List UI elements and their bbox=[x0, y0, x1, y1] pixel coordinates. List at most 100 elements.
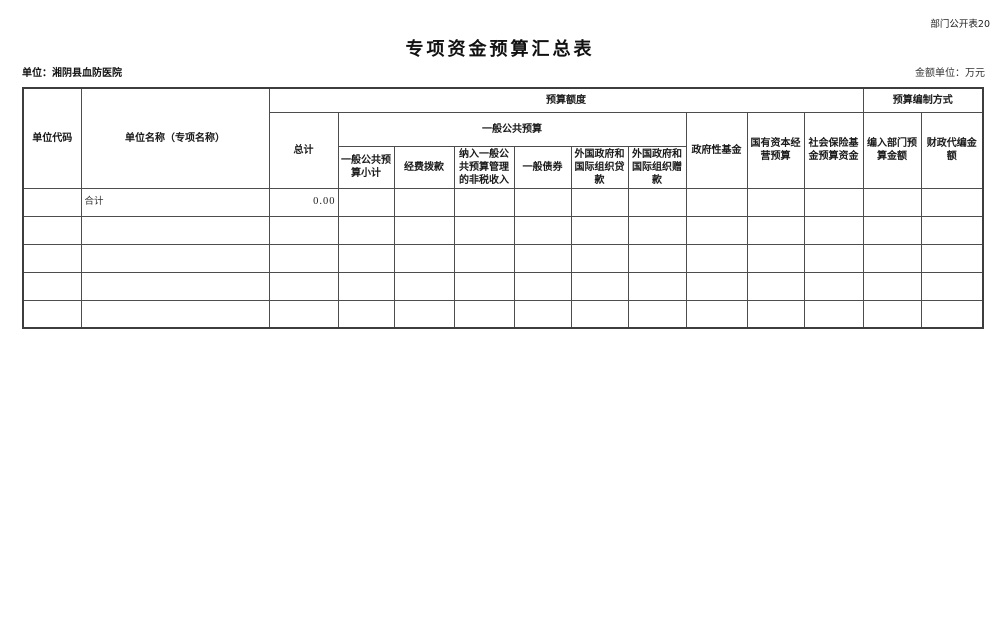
table-row bbox=[22, 215, 984, 245]
table-cell bbox=[337, 243, 395, 273]
header-row-2: 总计 一般公共预算 政府性基金 国有资本经营预算 社会保险基金预算资金 编入部门… bbox=[23, 111, 984, 189]
table-cell bbox=[393, 215, 455, 245]
table-cell bbox=[393, 299, 455, 329]
table-cell bbox=[862, 187, 922, 217]
col-header-budget-method: 预算编制方式 bbox=[862, 87, 984, 113]
table-cell bbox=[393, 271, 455, 301]
table-cell bbox=[685, 215, 748, 245]
table-cell bbox=[570, 243, 629, 273]
amount-unit-label: 金额单位：万元 bbox=[915, 68, 985, 79]
table-row bbox=[22, 271, 984, 301]
table-cell bbox=[570, 299, 629, 329]
corner-table-number: 部门公开表20 bbox=[930, 19, 990, 30]
header-row-3: 一般公共预算小计 经费拨款 纳入一般公共预算管理的非税收入 一般债券 外国政府和… bbox=[23, 145, 983, 189]
col-header-budget-quota: 预算额度 bbox=[268, 87, 864, 113]
table-cell bbox=[80, 299, 270, 329]
table-body: 合计 0.00 bbox=[22, 187, 984, 329]
table-cell bbox=[453, 271, 515, 301]
table-cell bbox=[685, 299, 748, 329]
table-cell bbox=[627, 187, 687, 217]
col-header-general-bond: 一般债券 bbox=[513, 145, 572, 189]
col-header-government-fund: 政府性基金 bbox=[685, 111, 748, 189]
table-cell bbox=[268, 299, 339, 329]
table-cell bbox=[22, 299, 82, 329]
table-cell bbox=[920, 187, 984, 217]
table-cell bbox=[22, 243, 82, 273]
table-cell bbox=[627, 271, 687, 301]
header-row-1: 单位代码 单位名称（专项名称） 预算额度 预算编制方式 bbox=[22, 87, 984, 189]
table-cell bbox=[453, 243, 515, 273]
table-cell: 0.00 bbox=[268, 187, 339, 217]
unit-label: 单位：湘阴县血防医院 bbox=[22, 68, 122, 79]
table-cell: 合计 bbox=[80, 187, 270, 217]
table-cell bbox=[862, 299, 922, 329]
table-cell bbox=[268, 215, 339, 245]
table-cell bbox=[570, 215, 629, 245]
table-row bbox=[22, 299, 984, 329]
table-cell bbox=[513, 187, 572, 217]
table-cell bbox=[803, 271, 864, 301]
col-header-fiscal-agency-amount: 财政代编金额 bbox=[920, 111, 984, 189]
table-cell bbox=[337, 215, 395, 245]
table-cell bbox=[920, 243, 984, 273]
table-cell bbox=[453, 187, 515, 217]
table-row: 合计 0.00 bbox=[22, 187, 984, 217]
table-cell bbox=[268, 243, 339, 273]
table-cell bbox=[862, 271, 922, 301]
table-cell bbox=[453, 299, 515, 329]
table-cell bbox=[685, 187, 748, 217]
table-cell bbox=[746, 299, 805, 329]
table-header: 单位代码 单位名称（专项名称） 预算额度 预算编制方式 总计 一般公共预算 政府… bbox=[22, 87, 984, 189]
table-cell bbox=[862, 215, 922, 245]
table-cell bbox=[570, 271, 629, 301]
table-cell bbox=[22, 271, 82, 301]
table-cell bbox=[685, 243, 748, 273]
col-header-state-capital: 国有资本经营预算 bbox=[746, 111, 805, 189]
table-cell bbox=[920, 215, 984, 245]
table-cell bbox=[513, 299, 572, 329]
col-header-unit-name: 单位名称（专项名称） bbox=[80, 87, 270, 189]
col-header-gpb-subtotal: 一般公共预算小计 bbox=[337, 145, 395, 189]
table-cell bbox=[920, 271, 984, 301]
table-cell bbox=[803, 243, 864, 273]
table-cell bbox=[393, 243, 455, 273]
table-cell bbox=[803, 215, 864, 245]
col-header-total: 总计 bbox=[268, 111, 339, 189]
table-cell bbox=[685, 271, 748, 301]
table-cell bbox=[513, 271, 572, 301]
table-cell bbox=[746, 243, 805, 273]
table-cell bbox=[22, 187, 82, 217]
table-cell bbox=[746, 215, 805, 245]
col-header-non-tax-revenue: 纳入一般公共预算管理的非税收入 bbox=[453, 145, 515, 189]
table-cell bbox=[570, 187, 629, 217]
col-header-foreign-gov-grant: 外国政府和国际组织赠款 bbox=[627, 145, 687, 189]
table-cell bbox=[862, 243, 922, 273]
table-cell bbox=[337, 299, 395, 329]
table-cell bbox=[337, 271, 395, 301]
table-cell bbox=[627, 299, 687, 329]
col-header-general-public-budget: 一般公共预算 bbox=[337, 111, 687, 147]
col-header-foreign-gov-loan: 外国政府和国际组织贷款 bbox=[570, 145, 629, 189]
table-row bbox=[22, 243, 984, 273]
special-fund-budget-summary-table: 单位代码 单位名称（专项名称） 预算额度 预算编制方式 总计 一般公共预算 政府… bbox=[22, 87, 984, 329]
table-cell bbox=[80, 243, 270, 273]
table-cell bbox=[453, 215, 515, 245]
table-cell bbox=[80, 271, 270, 301]
table-cell bbox=[513, 215, 572, 245]
table-cell bbox=[746, 187, 805, 217]
table-cell bbox=[80, 215, 270, 245]
table-cell bbox=[268, 271, 339, 301]
col-header-social-insurance: 社会保险基金预算资金 bbox=[803, 111, 864, 189]
table-cell bbox=[803, 187, 864, 217]
table-cell bbox=[627, 215, 687, 245]
table-cell bbox=[337, 187, 395, 217]
table-cell bbox=[920, 299, 984, 329]
col-header-unit-code: 单位代码 bbox=[22, 87, 82, 189]
col-header-fund-appropriation: 经费拨款 bbox=[393, 145, 455, 189]
table-cell bbox=[746, 271, 805, 301]
page-title: 专项资金预算汇总表 bbox=[405, 39, 595, 60]
meta-row: 单位：湘阴县血防医院 金额单位：万元 bbox=[22, 64, 985, 79]
table-cell bbox=[803, 299, 864, 329]
table-cell bbox=[22, 215, 82, 245]
